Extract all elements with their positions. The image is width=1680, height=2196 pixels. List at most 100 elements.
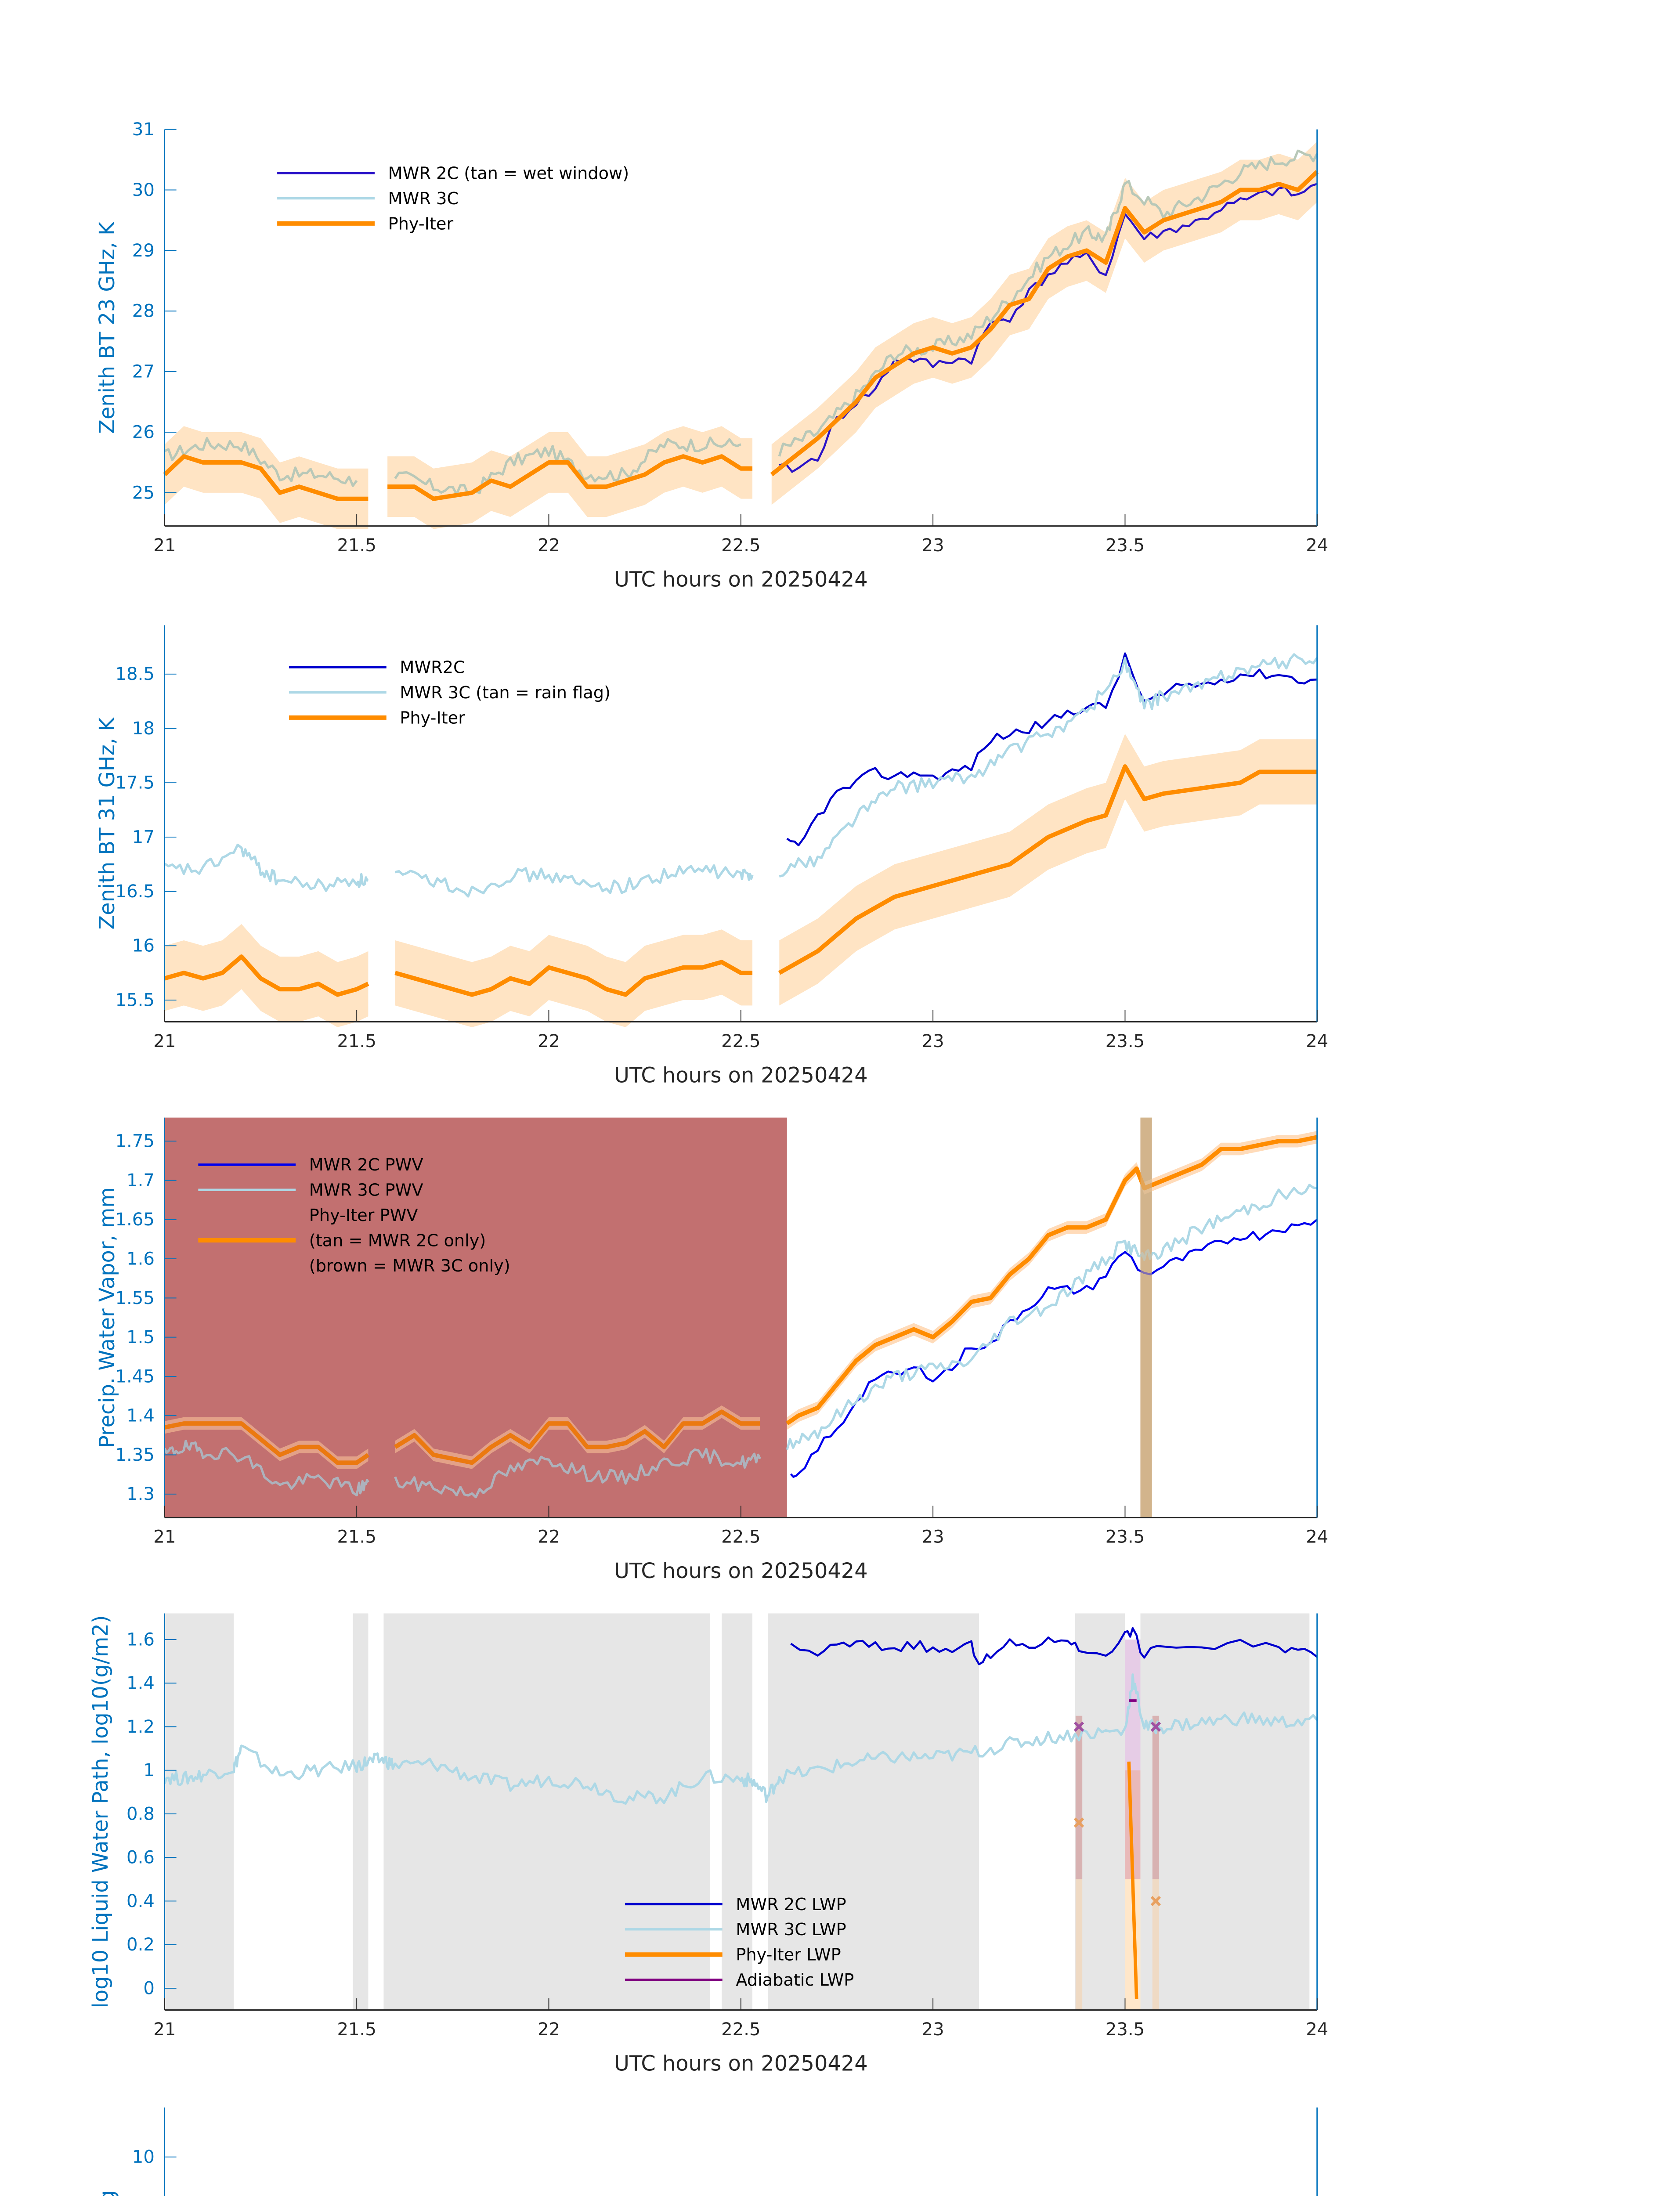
legend-label: Phy-Iter	[388, 214, 454, 234]
y-tick-label: 1.4	[126, 1673, 155, 1694]
y-tick-label: 1.65	[115, 1210, 154, 1230]
y-tick-label: 28	[132, 301, 155, 321]
y-tick-label: 1.2	[126, 1717, 155, 1737]
marker-x	[1073, 1817, 1084, 1828]
x-tick-label: 24	[1306, 1031, 1328, 1051]
y-tick-label: 26	[132, 422, 155, 442]
panel-4: 21 21.5 22 22.5 23 23.5 24 0 0.2 0.4 0.6 0.8 1 1.2 1.4…	[89, 1613, 1328, 2076]
x-tick-label: 22.5	[721, 2019, 760, 2040]
y-tick-label: 0.4	[126, 1891, 155, 1911]
flag-strip	[1075, 1879, 1083, 2010]
series-mwr3c-line	[164, 653, 1318, 898]
y-tick-label: 1.75	[115, 1131, 154, 1152]
y-axis-label: Zenith BT 23 GHz, K	[95, 221, 119, 434]
x-axis-label: UTC hours on 20250424	[614, 2052, 868, 2076]
y-tick-label: 17.5	[115, 773, 154, 793]
x-tick-label: 23.5	[1106, 535, 1145, 556]
y-tick-label: 27	[132, 362, 155, 382]
y-tick-label: 17	[132, 827, 155, 847]
legend-label: Adiabatic LWP	[736, 1970, 854, 1990]
legend-label: MWR2C	[400, 658, 465, 678]
x-tick-label: 21	[153, 1527, 176, 1547]
uncertainty-band	[771, 141, 1317, 505]
shaded-region	[1140, 1613, 1310, 2010]
flag-strip	[1125, 1640, 1141, 1770]
legend-label: (tan = MWR 2C only)	[309, 1231, 486, 1250]
y-axis-label: log10 Liquid Water Path, log10(g/m2)	[89, 1615, 113, 2008]
y-tick-label: 1.55	[115, 1288, 154, 1308]
legend-label: MWR 3C	[388, 189, 459, 209]
series-phy-iter-line	[163, 170, 1319, 501]
series-mwr2c-line	[790, 1219, 1318, 1478]
flag-strip	[1075, 1716, 1083, 1879]
x-tick-label: 21	[153, 1031, 176, 1051]
series-phy-iter-line	[1127, 1761, 1138, 1999]
legend-label: MWR 3C LWP	[736, 1920, 846, 1940]
uncertainty-band	[164, 924, 369, 1027]
legend: MWR 2C PWV MWR 3C PWV Phy-Iter PWV (tan = M…	[198, 1155, 510, 1276]
x-tick-label: 21.5	[337, 535, 376, 556]
x-tick-label: 23	[922, 535, 944, 556]
legend-label: MWR 2C PWV	[309, 1155, 423, 1175]
x-tick-label: 23.5	[1106, 2019, 1145, 2040]
marker-x	[1150, 1896, 1161, 1907]
x-tick-label: 24	[1306, 2019, 1328, 2040]
flag-strip	[1152, 1716, 1160, 1879]
legend: MWR 2C LWP MWR 3C LWP Phy-Iter LWP Adiabati…	[625, 1895, 854, 1990]
legend-label: (brown = MWR 3C only)	[309, 1256, 510, 1276]
series-mwr2c-line	[779, 183, 1318, 473]
x-tick-label: 23	[922, 2019, 944, 2040]
series-mwr3c-line	[163, 1184, 1318, 1499]
x-tick-label: 23.5	[1106, 1527, 1145, 1547]
legend-label: MWR 2C (tan = wet window)	[388, 164, 629, 184]
marker-x	[1150, 1721, 1161, 1732]
shaded-region	[1075, 1613, 1125, 2010]
y-tick-label: 0	[143, 1978, 155, 1998]
series-mwr3c-line	[164, 149, 1319, 496]
uncertainty-band	[779, 733, 1317, 1006]
y-tick-label: 1.7	[126, 1170, 155, 1191]
mwr2c-only-overlay	[1140, 1117, 1152, 1518]
legend-label: Phy-Iter	[400, 708, 465, 728]
y-tick-label: 15.5	[115, 990, 154, 1010]
y-tick-label: 18.5	[115, 664, 154, 684]
x-tick-label: 24	[1306, 1527, 1328, 1547]
y-axis-label: Precip. Water Vapor, mm	[95, 1187, 119, 1448]
x-tick-label: 22.5	[721, 1031, 760, 1051]
shaded-region	[722, 1613, 753, 2010]
y-tick-label: 16	[132, 936, 155, 956]
legend: MWR 2C (tan = wet window) MWR 3C Phy-Iter	[277, 164, 629, 234]
marker-x	[1073, 1721, 1084, 1732]
x-tick-label: 22.5	[721, 535, 760, 556]
x-tick-label: 23.5	[1106, 1031, 1145, 1051]
shaded-region	[768, 1613, 979, 2010]
y-tick-label: 25	[132, 483, 155, 503]
y-tick-label: 1.3	[126, 1484, 155, 1504]
x-axis-label: UTC hours on 20250424	[614, 1559, 868, 1583]
uncertainty-band	[395, 929, 753, 1027]
x-tick-label: 22	[538, 1527, 560, 1547]
y-tick-label: 18	[132, 719, 155, 739]
legend-label: Phy-Iter PWV	[309, 1206, 418, 1225]
y-tick-label: 10	[132, 2147, 155, 2167]
legend-label: MWR 3C (tan = rain flag)	[400, 683, 611, 703]
flag-strip	[1152, 1879, 1160, 2010]
x-tick-label: 22	[538, 535, 560, 556]
panel-3: 21 21.5 22 22.5 23 23.5 24 1.3 1.35 1.4 1.45 1.5 1.5…	[95, 1117, 1328, 1583]
y-axis-label: Zenith BT 31 GHz, K	[95, 717, 119, 930]
shaded-region	[164, 1613, 234, 2010]
panel-1: 21 21.5 22 22.5 23 23.5 24 25 26 27 28 29 30 31 UTC ho…	[95, 119, 1328, 592]
shaded-region	[353, 1613, 369, 2010]
series-phy-iter-line	[164, 764, 1317, 997]
mwr3c-only-overlay	[164, 1117, 787, 1518]
y-tick-label: 0.8	[126, 1804, 155, 1824]
series-mwr3c-line	[163, 1673, 1318, 1805]
y-tick-label: 1.35	[115, 1445, 154, 1465]
y-tick-label: 0.2	[126, 1935, 155, 1955]
uncertainty-band	[787, 1131, 1317, 1430]
y-tick-label: 0.6	[126, 1848, 155, 1868]
legend-label: MWR 3C PWV	[309, 1181, 423, 1200]
panel-2: 21 21.5 22 22.5 23 23.5 24 15.5 16 16.5 17 17.5 18 18…	[95, 625, 1328, 1087]
